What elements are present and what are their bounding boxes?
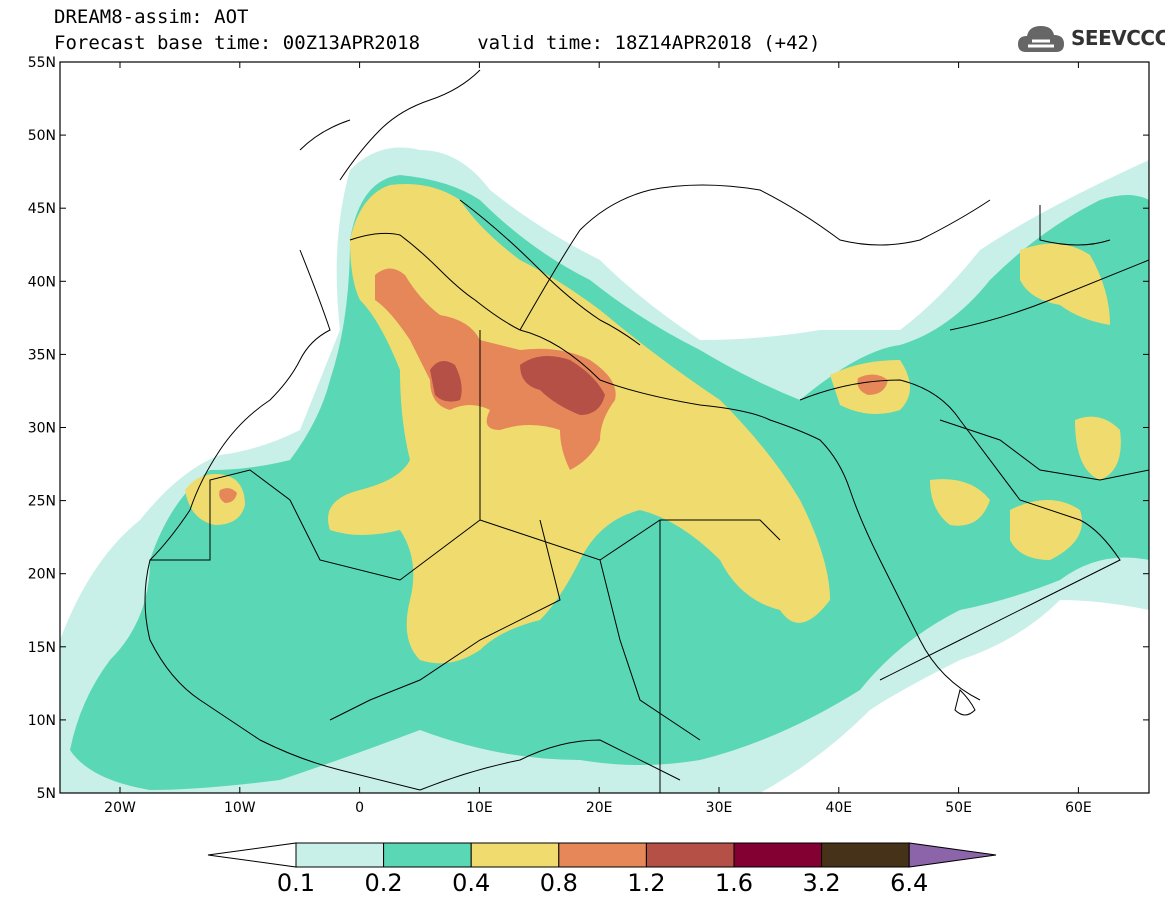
colorbar-segment	[733, 842, 823, 868]
lat-tick-label: 40N	[28, 274, 56, 290]
colorbar-segment	[821, 842, 910, 868]
colorbar-label: 6.4	[890, 869, 929, 897]
longitude-axis: 20W 10W 0 10E 20E 30E 40E 50E 60E	[104, 62, 1092, 816]
lon-tick-label: 60E	[1065, 800, 1092, 816]
cloud-icon	[1018, 26, 1064, 52]
lat-tick-label: 15N	[28, 640, 56, 656]
seevccc-logo: SEEVCCC	[1016, 22, 1165, 56]
colorbar-under-triangle	[207, 842, 297, 868]
lon-tick-label: 10W	[224, 800, 256, 816]
aot-level-0-8	[219, 268, 888, 503]
lat-tick-label: 10N	[28, 713, 56, 729]
lat-tick-label: 20N	[28, 567, 56, 583]
aot-level-1-2	[430, 356, 605, 415]
colorbar-segment	[558, 842, 647, 868]
forecast-time-info: Forecast base time: 00Z13APR2018 valid t…	[54, 32, 821, 54]
colorbar-segment	[645, 842, 735, 868]
colorbar-over-triangle	[908, 842, 997, 868]
lat-tick-label: 35N	[28, 347, 56, 363]
colorbar-segment	[470, 842, 560, 868]
lon-tick-label: 20E	[586, 800, 613, 816]
lat-tick-label: 50N	[28, 128, 56, 144]
latitude-axis: 55N 50N 45N 40N 35N 30N 25N 20N 15N 10N 5N	[28, 55, 1149, 802]
lon-tick-label: 0	[355, 800, 364, 816]
lat-tick-label: 55N	[28, 55, 56, 71]
lat-tick-label: 25N	[28, 494, 56, 510]
lon-tick-label: 10E	[466, 800, 493, 816]
lon-tick-label: 20W	[104, 800, 136, 816]
lon-tick-label: 40E	[825, 800, 852, 816]
coastlines-and-borders	[144, 69, 1149, 793]
colorbar-label: 1.6	[714, 869, 754, 897]
lon-tick-label: 30E	[706, 800, 733, 816]
colorbar-segment	[295, 842, 385, 868]
lon-tick-label: 50E	[945, 800, 972, 816]
colorbar-label: 3.2	[802, 869, 841, 897]
lat-tick-label: 45N	[28, 201, 56, 217]
aot-field	[60, 62, 1149, 793]
logo-text: SEEVCCC	[1071, 26, 1165, 50]
lat-tick-label: 5N	[37, 786, 56, 802]
colorbar-label: 0.2	[364, 869, 403, 897]
map-title: DREAM8-assim: AOT	[54, 6, 249, 28]
colorbar-segment	[383, 842, 472, 868]
colorbar-label: 0.8	[539, 869, 578, 897]
colorbar-label: 0.1	[276, 869, 316, 897]
colorbar-label: 0.4	[452, 869, 491, 897]
colorbar-label: 1.2	[627, 869, 666, 897]
aot-colorbar	[207, 842, 997, 868]
lat-tick-label: 30N	[28, 421, 56, 437]
